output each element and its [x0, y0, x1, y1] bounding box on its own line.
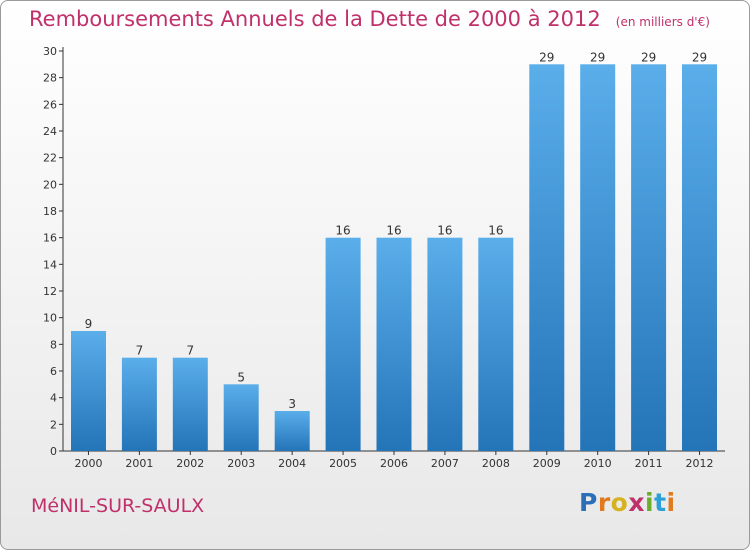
logo-letter: o — [610, 488, 629, 517]
x-tick-label: 2011 — [635, 457, 663, 470]
x-tick-label: 2012 — [686, 457, 714, 470]
y-tick-label: 16 — [43, 232, 57, 245]
y-tick-label: 10 — [43, 312, 57, 325]
bar-value-label: 29 — [692, 50, 707, 64]
bar-value-label: 7 — [136, 344, 144, 358]
proxiti-logo: Proxiti — [579, 488, 676, 517]
y-tick-label: 18 — [43, 205, 57, 218]
bar — [376, 237, 412, 451]
bar-value-label: 16 — [437, 224, 452, 238]
logo-letter: x — [628, 488, 645, 517]
bar-value-label: 7 — [186, 344, 194, 358]
y-tick-label: 20 — [43, 178, 57, 191]
title-area: Remboursements Annuels de la Dette de 20… — [29, 7, 710, 31]
y-tick-label: 26 — [43, 98, 57, 111]
bar-value-label: 29 — [539, 50, 554, 64]
y-tick-label: 2 — [50, 418, 57, 431]
x-tick-label: 2002 — [176, 457, 204, 470]
x-tick-label: 2009 — [533, 457, 561, 470]
bar-value-label: 3 — [288, 397, 296, 411]
labels: 2000 9 2001 7 2002 7 2003 5 2004 3 2005 16 2006 16 200… — [74, 50, 713, 470]
logo-letter: i — [645, 488, 655, 517]
bar — [478, 237, 514, 451]
bar-value-label: 16 — [488, 224, 503, 238]
y-tick-label: 6 — [50, 365, 57, 378]
y-tick-label: 30 — [43, 45, 57, 58]
bar-value-label: 5 — [237, 370, 245, 384]
y-tick-label: 24 — [43, 125, 57, 138]
y-tick-label: 14 — [43, 258, 57, 271]
y-tick-label: 22 — [43, 152, 57, 165]
x-tick-label: 2006 — [380, 457, 408, 470]
bar-value-label: 16 — [335, 224, 350, 238]
x-tick-label: 2000 — [74, 457, 102, 470]
logo-letter: i — [666, 488, 676, 517]
bar-value-label: 9 — [85, 317, 93, 331]
bar — [682, 64, 717, 452]
y-tick-label: 28 — [43, 72, 57, 85]
bar — [71, 331, 106, 451]
bar — [529, 64, 565, 452]
x-tick-label: 2010 — [584, 457, 612, 470]
y-tick-label: 8 — [50, 338, 57, 351]
x-tick-label: 2005 — [329, 457, 357, 470]
x-tick-label: 2003 — [227, 457, 255, 470]
bar — [274, 411, 310, 451]
bar — [631, 64, 667, 452]
logo-letter: r — [597, 488, 611, 517]
chart-title: Remboursements Annuels de la Dette de 20… — [29, 7, 601, 31]
x-tick-label: 2007 — [431, 457, 459, 470]
logo-letter: t — [654, 488, 667, 517]
commune-name: MéNIL-SUR-SAULX — [31, 495, 205, 517]
bar — [172, 357, 208, 451]
bar — [121, 357, 157, 451]
logo-letter: P — [579, 488, 598, 517]
bar-value-label: 29 — [590, 50, 605, 64]
bar-value-label: 16 — [386, 224, 401, 238]
bars — [71, 64, 717, 452]
x-tick-label: 2001 — [125, 457, 153, 470]
y-tick-label: 12 — [43, 285, 57, 298]
chart-subtitle: (en milliers d'€) — [615, 15, 710, 29]
bar-value-label: 29 — [641, 50, 656, 64]
x-tick-label: 2004 — [278, 457, 306, 470]
y-tick-label: 4 — [50, 392, 57, 405]
bar — [223, 384, 259, 451]
bar — [427, 237, 463, 451]
y-tick-label: 0 — [50, 445, 57, 458]
bar — [325, 237, 361, 451]
x-tick-label: 2008 — [482, 457, 510, 470]
bar — [580, 64, 616, 452]
